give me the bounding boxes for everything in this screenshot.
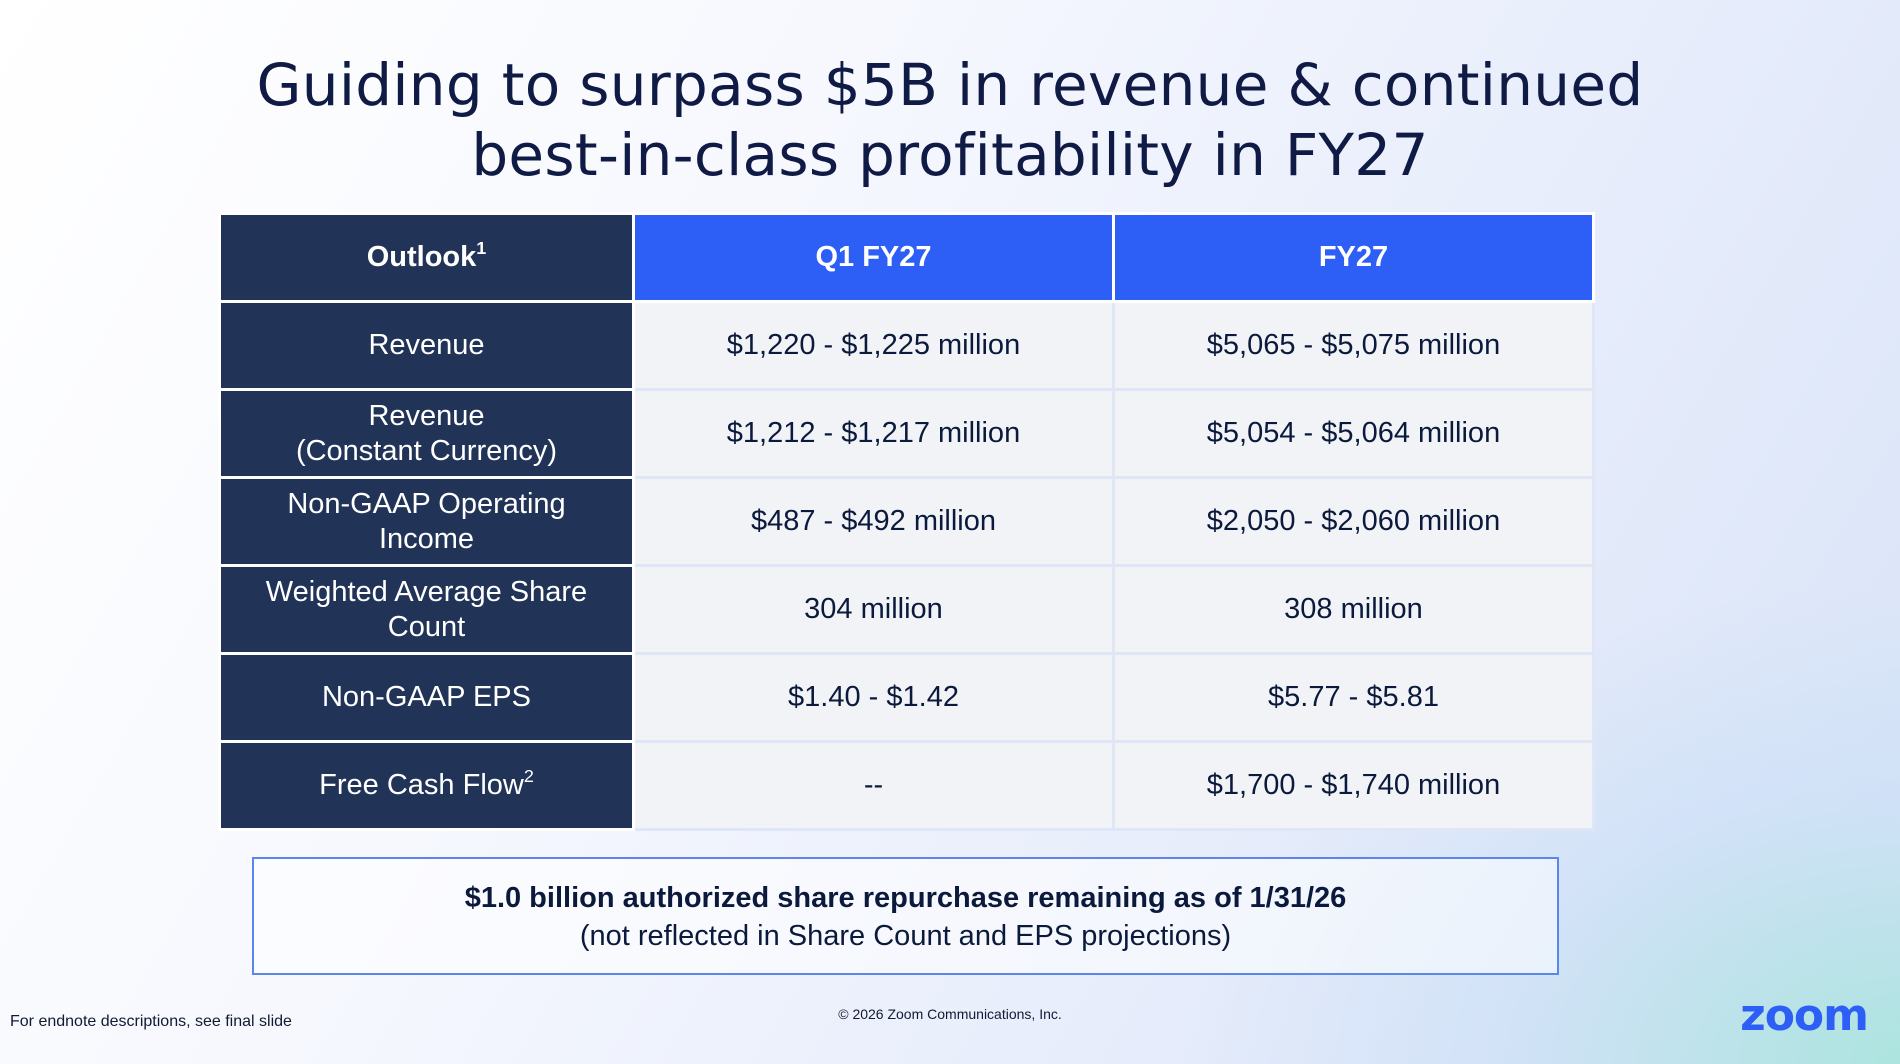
q1-value: $1,220 - $1,225 million [632,300,1115,391]
row-label: Free Cash Flow2 [218,740,635,831]
zoom-logo: zoom [1740,990,1869,1041]
copyright-text: © 2026 Zoom Communications, Inc. [838,1006,1062,1022]
repurchase-callout: $1.0 billion authorized share repurchase… [252,857,1559,975]
q1-value: -- [632,740,1115,831]
fy-value: 308 million [1112,564,1595,655]
row-label: Non-GAAP Operating Income [218,476,635,567]
q1-value: 304 million [632,564,1115,655]
header-q1-fy27: Q1 FY27 [632,212,1115,303]
table-row: Revenue $1,220 - $1,225 million $5,065 -… [218,300,1595,391]
fy-value: $5.77 - $5.81 [1112,652,1595,743]
outlook-table: Outlook1 Q1 FY27 FY27 Revenue $1,220 - $… [218,212,1595,831]
header-fy27: FY27 [1112,212,1595,303]
row-label: Revenue (Constant Currency) [218,388,635,479]
q1-value: $1,212 - $1,217 million [632,388,1115,479]
table-header-row: Outlook1 Q1 FY27 FY27 [218,212,1595,303]
fy-value: $2,050 - $2,060 million [1112,476,1595,567]
row-label: Non-GAAP EPS [218,652,635,743]
table-row: Non-GAAP Operating Income $487 - $492 mil… [218,476,1595,567]
callout-sub-text: (not reflected in Share Count and EPS pr… [579,920,1232,952]
fy-value: $5,054 - $5,064 million [1112,388,1595,479]
table-row: Weighted Average Share Count 304 million … [218,564,1595,655]
table-row: Non-GAAP EPS $1.40 - $1.42 $5.77 - $5.81 [218,652,1595,743]
title-line-2: best-in-class profitability in FY27 [471,121,1429,189]
table-row: Revenue (Constant Currency) $1,212 - $1,2… [218,388,1595,479]
callout-main-text: $1.0 billion authorized share repurchase… [464,882,1347,914]
endnote-text: For endnote descriptions, see final slid… [10,1013,292,1030]
title-line-1: Guiding to surpass $5B in revenue & cont… [256,51,1644,119]
q1-value: $1.40 - $1.42 [632,652,1115,743]
header-outlook: Outlook1 [218,212,635,303]
footnote-marker: 2 [523,766,534,787]
table-row: Free Cash Flow2 -- $1,700 - $1,740 milli… [218,740,1595,831]
slide-title: Guiding to surpass $5B in revenue & cont… [0,50,1900,190]
footnote-marker: 1 [476,238,487,259]
fy-value: $5,065 - $5,075 million [1112,300,1595,391]
q1-value: $487 - $492 million [632,476,1115,567]
fy-value: $1,700 - $1,740 million [1112,740,1595,831]
row-label: Weighted Average Share Count [218,564,635,655]
row-label: Revenue [218,300,635,391]
